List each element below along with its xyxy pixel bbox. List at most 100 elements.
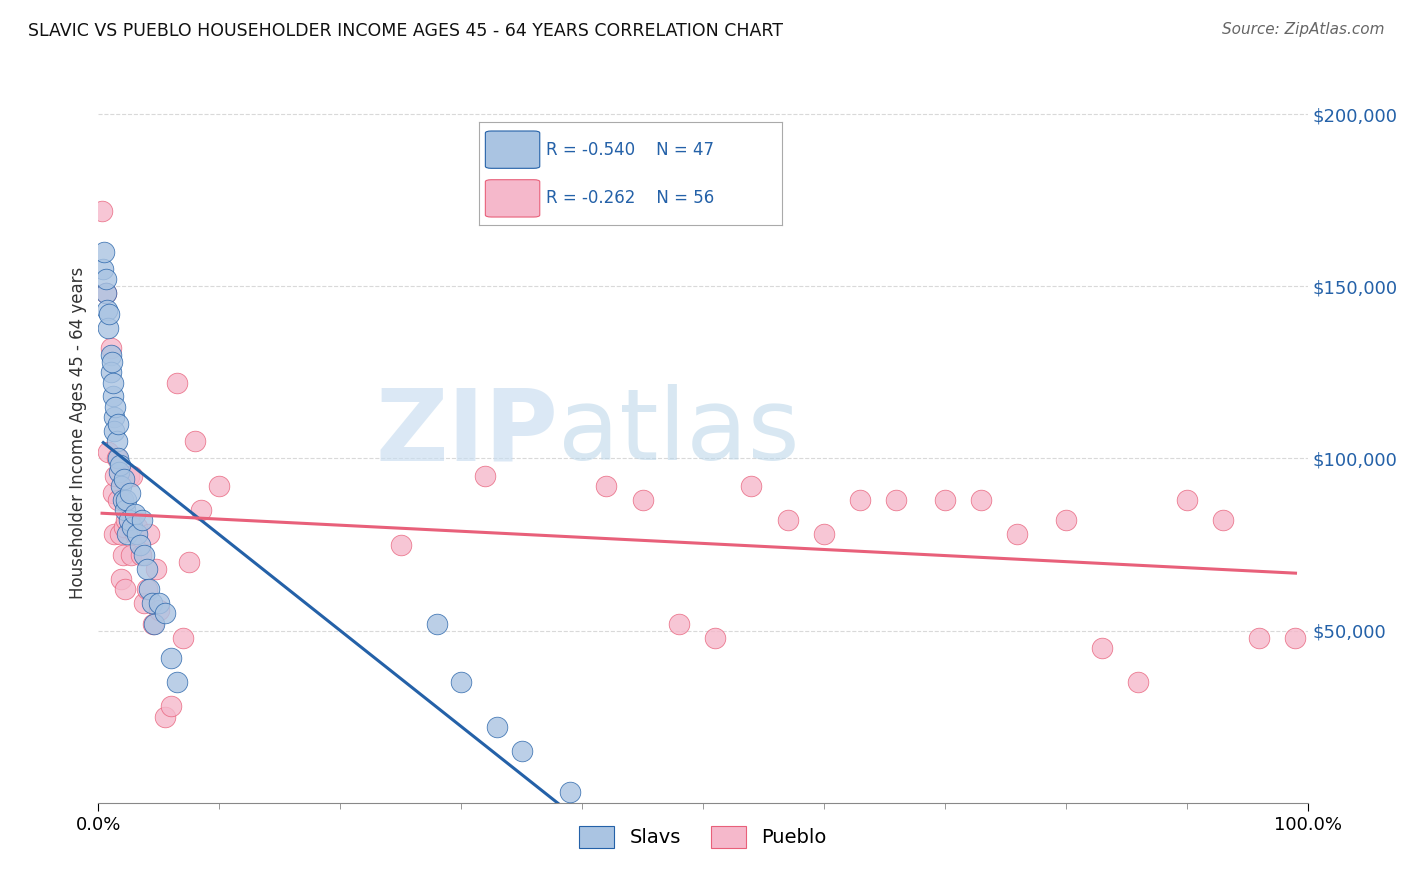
Point bbox=[108, 465, 131, 479]
Point bbox=[138, 582, 160, 597]
Point bbox=[118, 486, 141, 500]
Point bbox=[121, 468, 143, 483]
Point bbox=[91, 203, 114, 218]
Point bbox=[103, 527, 125, 541]
Point bbox=[100, 355, 122, 369]
Point bbox=[96, 303, 118, 318]
Point bbox=[107, 492, 129, 507]
Point bbox=[179, 555, 201, 569]
Point bbox=[111, 492, 134, 507]
Point bbox=[143, 616, 166, 631]
Point bbox=[740, 479, 762, 493]
Point bbox=[112, 520, 135, 534]
Point bbox=[100, 341, 122, 355]
Point bbox=[105, 434, 128, 449]
Point bbox=[127, 520, 149, 534]
Point bbox=[127, 527, 149, 541]
Point bbox=[104, 400, 127, 414]
Legend: Slavs, Pueblo: Slavs, Pueblo bbox=[572, 818, 834, 856]
Y-axis label: Householder Income Ages 45 - 64 years: Householder Income Ages 45 - 64 years bbox=[69, 267, 87, 599]
Point bbox=[389, 537, 412, 551]
Point bbox=[1249, 631, 1271, 645]
Point bbox=[1091, 640, 1114, 655]
Point bbox=[93, 244, 115, 259]
Point bbox=[1054, 513, 1077, 527]
Point bbox=[510, 744, 533, 758]
Point bbox=[124, 527, 146, 541]
Point bbox=[107, 417, 129, 431]
Point bbox=[813, 527, 835, 541]
Text: atlas: atlas bbox=[558, 384, 800, 481]
Point bbox=[776, 513, 799, 527]
Point bbox=[114, 582, 136, 597]
Point bbox=[124, 507, 146, 521]
Point bbox=[1212, 513, 1234, 527]
Point bbox=[135, 582, 157, 597]
Point bbox=[112, 472, 135, 486]
Point bbox=[184, 434, 207, 449]
Text: Source: ZipAtlas.com: Source: ZipAtlas.com bbox=[1222, 22, 1385, 37]
Point bbox=[142, 616, 165, 631]
Point bbox=[101, 376, 124, 390]
Point bbox=[103, 410, 125, 425]
Point bbox=[129, 548, 152, 562]
Point bbox=[153, 709, 176, 723]
Point bbox=[117, 527, 139, 541]
Point bbox=[704, 631, 727, 645]
Point bbox=[100, 365, 122, 379]
Point bbox=[1175, 492, 1198, 507]
Point bbox=[121, 520, 143, 534]
Point bbox=[134, 548, 156, 562]
Point bbox=[105, 451, 128, 466]
Point bbox=[558, 785, 581, 799]
Point bbox=[131, 513, 153, 527]
Point bbox=[1284, 631, 1306, 645]
Point bbox=[110, 479, 132, 493]
Point bbox=[128, 537, 150, 551]
Point bbox=[160, 651, 183, 665]
Point bbox=[595, 479, 617, 493]
Point bbox=[103, 424, 125, 438]
Point bbox=[166, 675, 188, 690]
Point bbox=[141, 596, 163, 610]
Point bbox=[668, 616, 690, 631]
Point bbox=[101, 389, 124, 403]
Point bbox=[426, 616, 449, 631]
Point bbox=[114, 503, 136, 517]
Point bbox=[474, 468, 496, 483]
Point bbox=[94, 272, 117, 286]
Point bbox=[138, 527, 160, 541]
Point bbox=[101, 486, 124, 500]
Point bbox=[108, 527, 131, 541]
Point bbox=[120, 548, 142, 562]
Point bbox=[190, 503, 212, 517]
Point bbox=[486, 720, 509, 734]
Point bbox=[104, 468, 127, 483]
Point bbox=[145, 561, 167, 575]
Point bbox=[115, 492, 138, 507]
Point bbox=[1007, 527, 1029, 541]
Point bbox=[118, 468, 141, 483]
Point bbox=[135, 561, 157, 575]
Point bbox=[98, 307, 121, 321]
Point bbox=[118, 513, 141, 527]
Point bbox=[148, 596, 170, 610]
Point bbox=[107, 451, 129, 466]
Point bbox=[91, 262, 114, 277]
Point bbox=[208, 479, 231, 493]
Point bbox=[450, 675, 472, 690]
Text: ZIP: ZIP bbox=[375, 384, 558, 481]
Point bbox=[166, 376, 188, 390]
Text: SLAVIC VS PUEBLO HOUSEHOLDER INCOME AGES 45 - 64 YEARS CORRELATION CHART: SLAVIC VS PUEBLO HOUSEHOLDER INCOME AGES… bbox=[28, 22, 783, 40]
Point bbox=[148, 603, 170, 617]
Point bbox=[849, 492, 872, 507]
Point bbox=[94, 286, 117, 301]
Point bbox=[934, 492, 956, 507]
Point bbox=[1128, 675, 1150, 690]
Point bbox=[100, 348, 122, 362]
Point bbox=[97, 320, 120, 334]
Point bbox=[134, 596, 156, 610]
Point bbox=[970, 492, 993, 507]
Point bbox=[172, 631, 194, 645]
Point bbox=[110, 572, 132, 586]
